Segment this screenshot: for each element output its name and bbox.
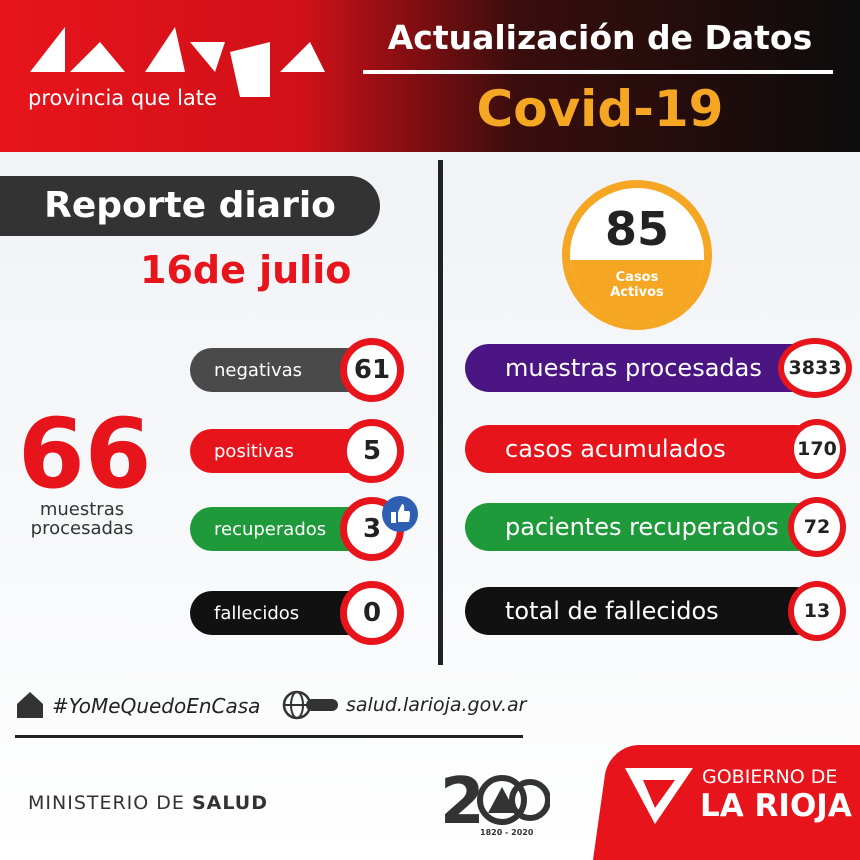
daily-value: 61: [340, 338, 404, 402]
cumulative-value: 170: [788, 419, 846, 479]
daily-pill: positivas: [190, 429, 370, 473]
active-label: Casos Activos: [610, 270, 664, 300]
web-icon: [282, 690, 338, 720]
report-date: 16de julio: [140, 248, 352, 292]
cumulative-value: 3833: [778, 338, 852, 398]
divider: [363, 70, 833, 74]
ministry: MINISTERIO DE SALUD: [28, 792, 268, 814]
subtitle: Covid-19: [476, 80, 724, 138]
home-icon: [17, 692, 43, 718]
cumulative-pill: pacientes recuperados: [465, 503, 820, 551]
logo: [30, 27, 325, 97]
footer-rule: [15, 735, 523, 738]
cumulative-pill: total de fallecidos: [465, 587, 820, 635]
column-divider: [438, 160, 443, 665]
daily-value: 5: [340, 419, 404, 483]
title: Actualización de Datos: [387, 18, 813, 57]
cumulative-pill: casos acumulados: [465, 425, 820, 473]
total-value: 66: [18, 398, 152, 510]
daily-value: 0: [340, 581, 404, 645]
cumulative-pill: muestras procesadas: [465, 344, 820, 392]
ministry-text: MINISTERIO DE: [28, 792, 185, 814]
active-badge: 85 Casos Activos: [562, 180, 712, 330]
daily-pill: negativas: [190, 348, 370, 392]
cumulative-value: 72: [788, 497, 846, 557]
like-icon: [382, 496, 418, 532]
hashtag: #YoMeQuedoEnCasa: [52, 694, 261, 718]
active-value: 85: [604, 202, 669, 256]
header: provincia que late Actualización de Dato…: [0, 0, 860, 152]
ministry-bold: SALUD: [191, 792, 268, 814]
website: salud.larioja.gov.ar: [346, 694, 527, 716]
logo-subtitle: provincia que late: [28, 86, 217, 110]
government-logo: [625, 768, 693, 824]
anniversary-years: 1820 - 2020: [480, 828, 534, 837]
report-title: Reporte diario: [0, 176, 380, 236]
government: GOBIERNO DE: [702, 766, 838, 788]
anniversary-logo: 2: [440, 765, 550, 839]
province: LA RIOJA: [700, 788, 852, 824]
total-label: muestras procesadas: [30, 499, 134, 539]
cumulative-value: 13: [788, 581, 846, 641]
